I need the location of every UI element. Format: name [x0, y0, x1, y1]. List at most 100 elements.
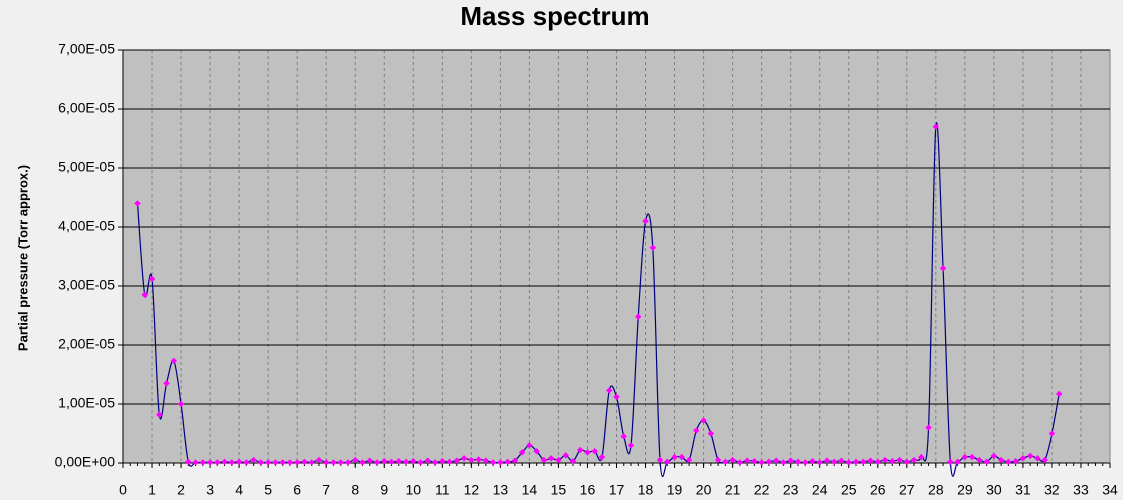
data-point: [983, 458, 990, 466]
data-point: [620, 433, 627, 440]
x-tick-label: 3: [206, 482, 214, 498]
x-tick-label: 25: [841, 482, 857, 498]
data-point: [751, 458, 758, 465]
data-point: [562, 452, 569, 459]
data-point: [555, 456, 562, 464]
data-point: [910, 456, 918, 464]
x-tick-label: 0: [119, 482, 127, 498]
data-point: [279, 459, 286, 466]
data-point: [649, 244, 656, 251]
data-point: [874, 458, 881, 466]
data-point: [584, 449, 591, 456]
data-point: [743, 457, 751, 464]
data-point: [482, 457, 490, 464]
x-tick-label: 17: [609, 482, 625, 498]
data-point: [889, 458, 896, 465]
data-point: [446, 458, 453, 466]
data-point: [591, 448, 598, 455]
x-tick-label: 7: [322, 482, 330, 498]
data-point: [308, 459, 315, 466]
data-point: [293, 459, 301, 466]
x-tick-label: 1: [148, 482, 156, 498]
x-tick-label: 19: [667, 482, 683, 498]
data-point: [134, 200, 141, 207]
data-point: [947, 458, 954, 466]
data-point: [475, 456, 482, 463]
data-point: [693, 427, 700, 434]
data-point: [1034, 455, 1041, 462]
data-point: [729, 456, 736, 464]
data-point: [395, 458, 402, 465]
x-tick-label: 29: [957, 482, 973, 498]
data-point: [707, 430, 715, 437]
data-point: [606, 387, 613, 394]
data-point: [852, 458, 860, 466]
data-point: [518, 449, 526, 456]
data-point: [489, 459, 497, 466]
y-tick-label: 3,00E-05: [58, 277, 115, 293]
data-point: [526, 442, 533, 449]
data-point: [569, 458, 577, 465]
chart-title: Mass spectrum: [460, 1, 649, 31]
x-tick-label: 31: [1015, 482, 1031, 498]
data-point: [816, 459, 823, 466]
data-point: [228, 459, 236, 466]
data-point: [431, 459, 439, 466]
data-point: [700, 417, 707, 424]
data-point: [598, 453, 606, 461]
data-point: [352, 456, 359, 464]
y-tick-label: 0,00E+00: [55, 454, 116, 470]
data-point: [671, 453, 678, 461]
x-tick-label: 14: [522, 482, 538, 498]
data-point: [177, 400, 185, 408]
data-point: [192, 459, 199, 466]
data-point: [214, 459, 221, 466]
data-point: [845, 459, 852, 466]
data-point: [460, 455, 468, 462]
data-point: [954, 458, 961, 466]
data-point: [1005, 458, 1012, 466]
x-tick-label: 28: [928, 482, 944, 498]
x-tick-label: 5: [264, 482, 272, 498]
data-point: [330, 459, 337, 466]
data-point: [148, 275, 156, 283]
data-point: [264, 459, 272, 466]
data-point: [344, 459, 352, 466]
data-point: [424, 457, 432, 464]
data-point: [533, 448, 540, 455]
y-tick-label: 4,00E-05: [58, 218, 115, 234]
data-point: [286, 459, 294, 466]
x-tick-label: 12: [464, 482, 480, 498]
data-point: [997, 456, 1005, 464]
data-point: [656, 456, 664, 464]
data-point: [801, 459, 809, 466]
data-point: [809, 458, 816, 465]
data-point: [685, 456, 693, 464]
data-point: [772, 457, 780, 464]
data-point: [497, 459, 504, 466]
x-tick-label: 10: [406, 482, 422, 498]
data-point: [722, 458, 729, 466]
x-tick-label: 32: [1044, 482, 1060, 498]
x-tick-label: 9: [380, 482, 388, 498]
data-point: [896, 456, 903, 464]
data-point: [918, 453, 925, 461]
data-point: [867, 457, 874, 464]
data-point: [381, 458, 388, 465]
x-tick-label: 22: [754, 482, 770, 498]
data-point: [765, 458, 773, 466]
data-point: [257, 459, 265, 466]
data-point: [1019, 455, 1027, 462]
data-point: [678, 453, 686, 461]
data-point: [235, 458, 243, 466]
x-tick-label: 16: [580, 482, 596, 498]
data-point: [373, 459, 381, 466]
x-tick-label: 2: [177, 482, 185, 498]
data-point: [170, 357, 178, 365]
data-point: [881, 456, 889, 464]
x-tick-label: 23: [783, 482, 799, 498]
data-point: [990, 452, 998, 460]
data-point: [272, 459, 279, 466]
